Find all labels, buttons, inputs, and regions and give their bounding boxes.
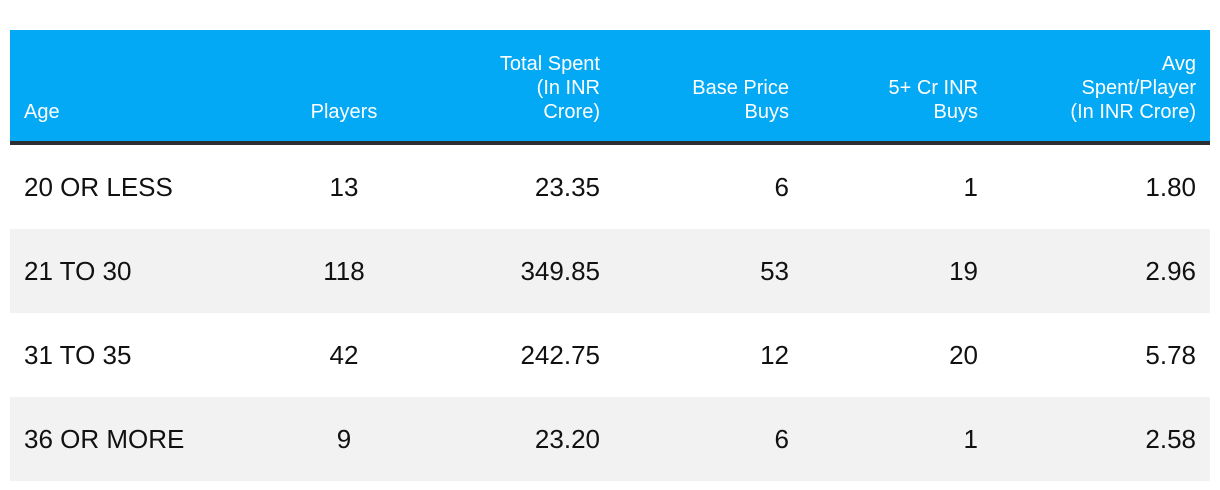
header-line: (In INR <box>536 77 600 99</box>
table-cell: 1 <box>963 172 978 202</box>
header-line: Avg <box>1161 53 1196 75</box>
table-cell: 20 OR LESS <box>24 172 173 202</box>
table-cell: 349.85 <box>520 256 600 286</box>
table-cell: 31 TO 35 <box>24 340 132 370</box>
table-cell: 2.58 <box>1145 424 1196 454</box>
table-cell: 2.96 <box>1145 256 1196 286</box>
header-line: Spent/Player <box>1081 77 1196 99</box>
table-cell: 9 <box>336 424 352 454</box>
table-cell: 118 <box>323 256 365 286</box>
column-header: Avg Spent/Player (In INR Crore) <box>1016 52 1196 124</box>
header-line: 5+ Cr INR <box>888 77 978 99</box>
table-header: Age Players Total Spent (In INR Crore) Base P… <box>10 30 1210 145</box>
table-cell: 20 <box>949 340 978 370</box>
table-cell: 1 <box>963 424 978 454</box>
header-line: Age <box>24 101 60 123</box>
column-header: Age <box>24 100 60 124</box>
table-cell: 23.20 <box>534 424 600 454</box>
column-header: Total Spent (In INR Crore) <box>420 52 600 124</box>
table: Age Players Total Spent (In INR Crore) Base P… <box>10 30 1210 481</box>
table-cell: 53 <box>760 256 789 286</box>
table-cell: 42 <box>329 340 359 370</box>
table-cell: 36 OR MORE <box>24 424 185 454</box>
table-cell: 21 TO 30 <box>24 256 132 286</box>
table-cell: 242.75 <box>520 340 600 370</box>
table-cell: 13 <box>329 172 359 202</box>
column-header: 5+ Cr INR Buys <box>798 76 978 124</box>
table-row: 36 OR MORE 9 23.20 6 1 2.58 <box>10 397 1210 481</box>
table-cell: 19 <box>949 256 978 286</box>
table-cell: 5.78 <box>1145 340 1196 370</box>
column-header: Base Price Buys <box>609 76 789 124</box>
header-line: Buys <box>744 101 789 123</box>
table-row: 31 TO 35 42 242.75 12 20 5.78 <box>10 313 1210 397</box>
column-header: Players <box>254 100 434 124</box>
header-line: (In INR Crore) <box>1070 101 1196 123</box>
header-line: Base Price <box>692 77 789 99</box>
table-cell: 1.80 <box>1145 172 1196 202</box>
table-row: 20 OR LESS 13 23.35 6 1 1.80 <box>10 145 1210 229</box>
table-row: 21 TO 30 118 349.85 53 19 2.96 <box>10 229 1210 313</box>
header-line: Crore) <box>543 101 600 123</box>
header-line: Players <box>310 101 378 123</box>
table-cell: 6 <box>774 172 789 202</box>
header-line: Total Spent <box>499 53 600 75</box>
table-cell: 12 <box>760 340 789 370</box>
table-cell: 6 <box>774 424 789 454</box>
table-cell: 23.35 <box>534 172 600 202</box>
header-line: Buys <box>933 101 978 123</box>
